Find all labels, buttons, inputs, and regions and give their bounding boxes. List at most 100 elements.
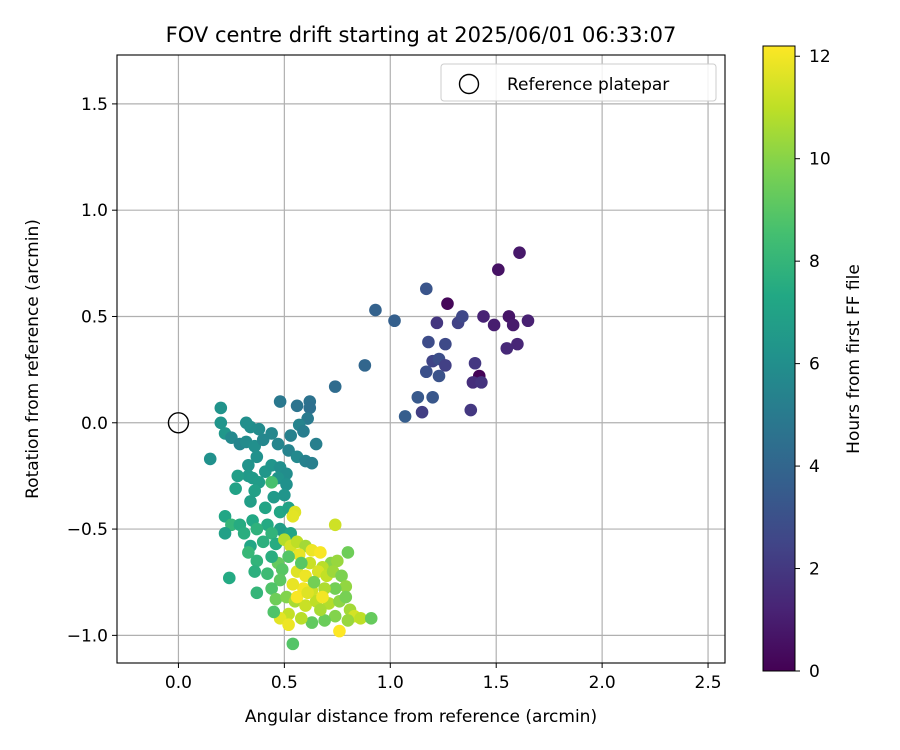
- data-point: [250, 522, 264, 536]
- chart-title: FOV centre drift starting at 2025/06/01 …: [166, 23, 677, 47]
- data-point: [328, 518, 342, 532]
- data-point: [250, 554, 264, 568]
- data-point: [286, 510, 300, 523]
- x-tick-label: 2.5: [695, 673, 722, 693]
- data-point: [256, 535, 270, 549]
- data-point: [248, 565, 262, 578]
- data-point: [506, 318, 520, 332]
- data-point: [339, 590, 353, 604]
- data-point: [521, 314, 535, 328]
- data-point: [286, 637, 300, 651]
- y-tick-label: −0.5: [67, 520, 108, 540]
- data-point: [303, 401, 317, 415]
- data-point: [273, 395, 287, 408]
- data-point: [439, 359, 452, 372]
- data-point: [341, 614, 355, 627]
- data-point: [411, 390, 425, 404]
- x-tick-label: 1.0: [377, 673, 404, 693]
- data-point: [237, 527, 251, 540]
- data-point: [464, 403, 478, 417]
- data-point: [316, 590, 329, 604]
- data-point: [441, 297, 454, 311]
- data-point: [426, 390, 439, 404]
- data-point: [203, 452, 217, 466]
- data-point: [492, 263, 505, 277]
- data-point: [500, 342, 514, 355]
- plot-frame: [116, 54, 726, 664]
- data-point: [265, 582, 278, 595]
- data-point: [307, 575, 321, 589]
- y-tick-label: 1.5: [81, 95, 108, 115]
- data-point: [267, 490, 281, 504]
- data-point: [358, 359, 372, 372]
- data-point: [248, 484, 262, 498]
- colorbar-tick-label: 6: [809, 355, 820, 375]
- colorbar: 0 2 4 6 8 10 12 Hours from first FF file: [762, 45, 864, 682]
- data-point: [487, 318, 501, 332]
- colorbar-tick-label: 8: [809, 252, 820, 272]
- x-axis-label: Angular distance from reference (arcmin): [245, 707, 597, 727]
- data-point: [299, 599, 312, 612]
- x-tick-label: 1.5: [483, 673, 510, 693]
- legend: Reference platepar: [440, 63, 717, 102]
- data-point: [333, 624, 346, 638]
- data-point: [430, 316, 444, 330]
- data-point: [432, 369, 446, 383]
- data-point: [218, 527, 232, 540]
- data-point: [388, 314, 401, 328]
- data-point: [250, 586, 264, 600]
- y-tick-label: 0.5: [81, 307, 108, 327]
- data-point: [214, 416, 228, 430]
- legend-box: [440, 63, 717, 102]
- x-tick-label: 0.5: [271, 673, 298, 693]
- data-point: [419, 365, 433, 379]
- reference-marker: [167, 412, 190, 434]
- data-point: [295, 612, 308, 625]
- data-point: [261, 567, 274, 581]
- data-point: [265, 550, 278, 564]
- data-point: [256, 433, 270, 447]
- grid-lines: [117, 55, 725, 663]
- data-point: [328, 380, 342, 393]
- data-point: [231, 469, 245, 483]
- data-point: [278, 488, 291, 502]
- data-point: [290, 399, 304, 413]
- y-tick-label: −1.0: [67, 626, 108, 646]
- colorbar-tick-label: 4: [809, 457, 820, 477]
- data-point: [328, 582, 342, 595]
- data-point: [282, 618, 295, 632]
- reference-platepar-marker: [167, 412, 190, 434]
- colorbar-tick-label: 0: [809, 662, 820, 682]
- data-point: [398, 410, 412, 423]
- colorbar-tick-label: 12: [809, 47, 831, 67]
- data-point: [475, 376, 488, 389]
- data-point: [214, 401, 228, 415]
- colorbar-tick-label: 10: [809, 150, 831, 170]
- data-point: [273, 573, 287, 587]
- legend-label-reference: Reference platepar: [507, 75, 669, 95]
- data-point: [229, 482, 242, 495]
- data-point: [354, 612, 367, 625]
- y-tick-label: 0.0: [81, 414, 108, 434]
- data-point: [309, 437, 323, 451]
- data-point: [369, 303, 382, 317]
- data-point: [239, 416, 253, 430]
- data-point: [271, 437, 285, 451]
- data-point: [222, 571, 236, 585]
- data-point: [244, 495, 257, 508]
- y-axis-ticks: 1.5 1.0 0.5 0.0 −0.5 −1.0: [67, 95, 117, 646]
- data-point: [286, 578, 300, 591]
- data-point: [267, 605, 281, 619]
- colorbar-tick-label: 2: [809, 560, 820, 580]
- data-point: [280, 478, 293, 491]
- data-point: [419, 282, 433, 296]
- data-point: [301, 586, 314, 600]
- colorbar-ticks: 0 2 4 6 8 10 12: [795, 47, 831, 682]
- x-tick-label: 2.0: [589, 673, 616, 693]
- data-point: [297, 424, 310, 438]
- x-tick-label: 0.0: [165, 673, 192, 693]
- data-point: [242, 546, 255, 559]
- data-point: [284, 429, 298, 442]
- data-point: [328, 609, 342, 623]
- data-point: [364, 612, 378, 625]
